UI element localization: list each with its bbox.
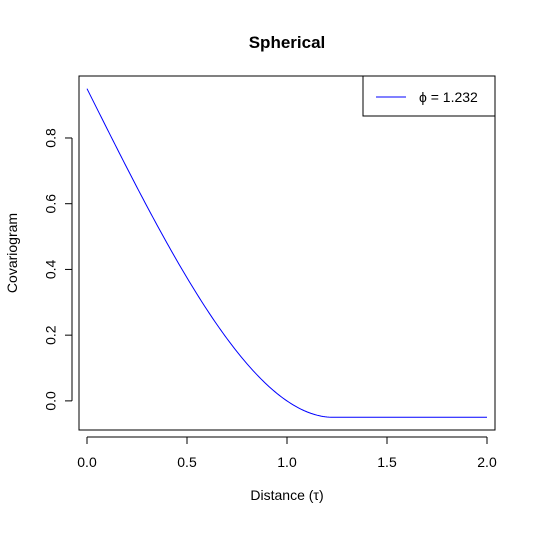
y-tick-label: 0.2 [43,325,59,345]
legend-box [362,75,496,117]
x-tick-label: 0.5 [177,454,197,470]
plot-frame [78,75,496,431]
chart-title: Spherical [249,33,326,52]
legend-label: ϕ = 1.232 [419,89,478,105]
legend: ϕ = 1.232 [362,75,496,117]
x-tick-label: 1.0 [277,454,297,470]
y-tick-label: 0.4 [43,259,59,279]
y-axis-label: Covariogram [4,213,20,293]
y-tick-label: 0.0 [43,391,59,411]
x-axis: 0.0 0.5 1.0 1.5 2.0 [77,436,497,470]
series-layer [86,88,487,418]
series-line [86,88,487,418]
x-axis-label: Distance (τ) [250,487,323,503]
y-tick-label: 0.6 [43,194,59,214]
x-tick-label: 0.0 [77,454,97,470]
y-axis: 0.0 0.2 0.4 0.6 0.8 [43,128,73,411]
x-tick-label: 2.0 [477,454,497,470]
x-tick-label: 1.5 [377,454,397,470]
y-tick-label: 0.8 [43,128,59,148]
